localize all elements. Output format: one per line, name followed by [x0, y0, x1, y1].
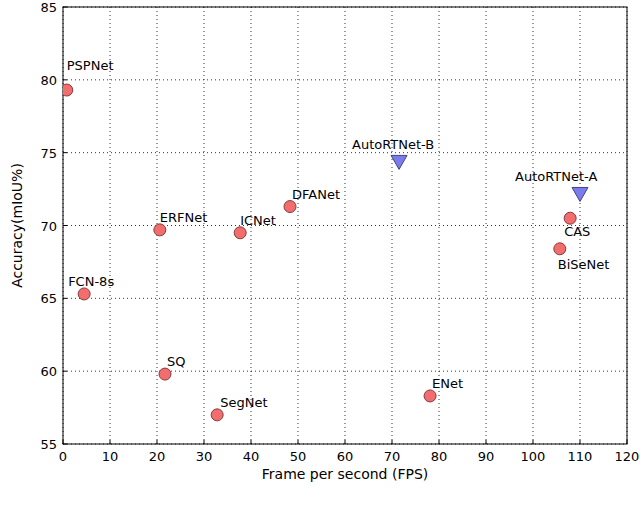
data-point	[564, 212, 576, 224]
x-axis-title: Frame per second (FPS)	[262, 466, 428, 482]
x-tick	[110, 440, 111, 444]
x-grid-line	[533, 7, 534, 444]
y-tick	[63, 298, 67, 299]
point-label: SegNet	[220, 395, 267, 410]
y-grid-line	[63, 298, 627, 299]
chart: 0 10 20 30 40 50 60 70 80 90 100 110 120 55 60 65 70 75 80…	[0, 0, 640, 521]
y-tick-label: 70	[40, 219, 57, 234]
y-tick	[63, 152, 67, 153]
y-tick-label: 80	[40, 73, 57, 88]
x-tick	[298, 440, 299, 444]
x-tick-label: 110	[568, 449, 593, 464]
x-tick-label: 90	[478, 449, 495, 464]
x-tick-label: 50	[290, 449, 307, 464]
x-tick	[392, 440, 393, 444]
x-tick	[345, 440, 346, 444]
point-label: ERFNet	[160, 210, 208, 225]
data-point	[234, 227, 246, 239]
x-tick-label: 0	[59, 449, 67, 464]
data-point	[424, 390, 436, 402]
y-grid-line	[63, 371, 627, 372]
marks	[63, 84, 588, 421]
point-label: DFANet	[292, 187, 340, 202]
x-tick-label: 120	[615, 449, 640, 464]
data-point	[391, 155, 407, 169]
x-tick-label: 20	[149, 449, 166, 464]
data-point	[78, 288, 90, 300]
x-grid-line	[345, 7, 346, 444]
data-point	[284, 201, 296, 213]
y-grid-line	[63, 225, 627, 226]
x-tick	[204, 440, 205, 444]
plot-frame	[63, 7, 627, 444]
data-point	[572, 187, 588, 201]
data-point	[211, 409, 223, 421]
x-tick	[157, 440, 158, 444]
x-tick-label: 100	[521, 449, 546, 464]
y-tick-label: 65	[40, 291, 57, 306]
x-grid-line	[486, 7, 487, 444]
data-point	[554, 243, 566, 255]
point-label: SQ	[167, 354, 185, 369]
y-grid-line	[63, 152, 627, 153]
y-tick	[63, 371, 67, 372]
point-labels: PSPNet FCN-8s ERFNet ICNet DFANet SQ SegNet ENe…	[67, 58, 610, 410]
x-tick-label: 60	[337, 449, 354, 464]
x-tick	[251, 440, 252, 444]
plot-background	[63, 7, 627, 444]
y-tick-label: 55	[40, 437, 57, 452]
data-point	[154, 224, 166, 236]
point-label: ENet	[432, 376, 463, 391]
point-label: FCN-8s	[68, 274, 114, 289]
x-tick	[439, 440, 440, 444]
y-tick-label: 85	[40, 0, 57, 15]
x-tick-label: 40	[243, 449, 260, 464]
x-tick-label: 10	[102, 449, 119, 464]
y-tick-label: 75	[40, 146, 57, 161]
point-label: PSPNet	[67, 58, 114, 73]
y-tick	[63, 225, 67, 226]
x-tick-label: 70	[384, 449, 401, 464]
x-tick	[580, 440, 581, 444]
point-label: ICNet	[240, 213, 276, 228]
point-label: AutoRTNet-B	[352, 137, 434, 152]
data-point	[159, 368, 171, 380]
point-label: AutoRTNet-A	[515, 169, 597, 184]
x-tick	[486, 440, 487, 444]
y-tick-label: 60	[40, 364, 57, 379]
point-label: BiSeNet	[558, 257, 610, 272]
point-label: CAS	[564, 224, 590, 239]
x-tick-label: 80	[431, 449, 448, 464]
x-tick	[533, 440, 534, 444]
y-grid-line	[63, 79, 627, 80]
y-axis-title: Accuracy(mIoU%)	[9, 163, 25, 288]
data-point	[63, 84, 73, 96]
x-grid-line	[298, 7, 299, 444]
x-tick-label: 30	[196, 449, 213, 464]
y-tick	[63, 79, 67, 80]
